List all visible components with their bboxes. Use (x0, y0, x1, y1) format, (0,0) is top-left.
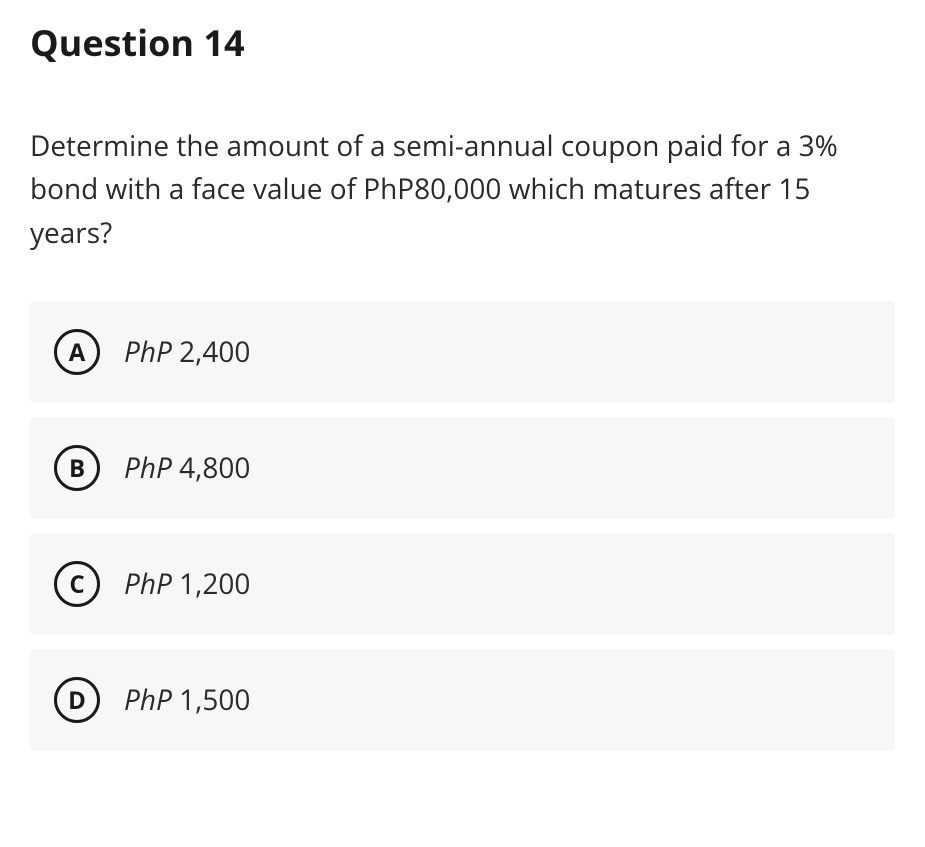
options-list: A PhP 2,400 B PhP 4,800 C PhP 1,200 D Ph… (30, 301, 895, 751)
option-text: PhP 4,800 (124, 449, 250, 487)
option-letter-circle: B (54, 445, 100, 491)
option-letter-circle: D (54, 677, 100, 723)
option-d[interactable]: D PhP 1,500 (30, 649, 895, 751)
question-prompt: Determine the amount of a semi-annual co… (30, 125, 895, 255)
option-c[interactable]: C PhP 1,200 (30, 533, 895, 635)
option-text: PhP 1,200 (124, 565, 250, 603)
option-b[interactable]: B PhP 4,800 (30, 417, 895, 519)
option-letter-circle: A (54, 329, 100, 375)
option-text: PhP 1,500 (124, 681, 250, 719)
option-letter-circle: C (54, 561, 100, 607)
question-title: Question 14 (30, 18, 895, 67)
option-text: PhP 2,400 (124, 333, 250, 371)
option-a[interactable]: A PhP 2,400 (30, 301, 895, 403)
